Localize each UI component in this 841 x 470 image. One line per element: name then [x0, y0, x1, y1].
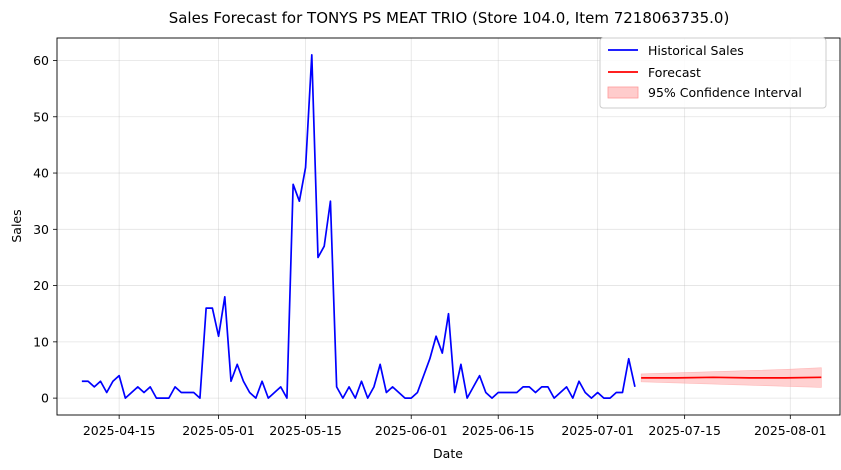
chart-title: Sales Forecast for TONYS PS MEAT TRIO (S… — [169, 9, 730, 27]
y-tick-label: 30 — [33, 222, 49, 237]
x-tick-label: 2025-06-01 — [375, 423, 448, 438]
series-lines-layer — [81, 54, 822, 399]
y-axis-label: Sales — [9, 209, 24, 242]
y-tick-label: 0 — [41, 391, 49, 406]
legend-historical-label: Historical Sales — [648, 43, 744, 58]
historical-sales-line — [81, 54, 636, 399]
legend-ci-swatch — [607, 86, 639, 99]
y-tick-label: 50 — [33, 109, 49, 124]
y-tick-label: 40 — [33, 166, 49, 181]
legend-forecast-label: Forecast — [648, 65, 701, 80]
y-axis-ticks: 0 10 20 30 40 50 60 — [33, 53, 57, 406]
x-tick-label: 2025-06-15 — [462, 423, 535, 438]
y-tick-label: 60 — [33, 53, 49, 68]
y-tick-label: 20 — [33, 278, 49, 293]
forecast-line — [641, 376, 822, 379]
legend: Historical Sales Forecast 95% Confidence… — [599, 37, 827, 109]
legend-ci-label: 95% Confidence Interval — [648, 85, 802, 100]
plot-frame — [56, 37, 841, 416]
x-tick-label: 2025-07-01 — [561, 423, 634, 438]
x-tick-label: 2025-08-01 — [754, 423, 827, 438]
x-axis-ticks: 2025-04-15 2025-05-01 2025-05-15 2025-06-01… — [83, 415, 827, 438]
x-tick-label: 2025-07-15 — [648, 423, 721, 438]
x-tick-label: 2025-04-15 — [83, 423, 156, 438]
x-axis-label: Date — [433, 446, 463, 461]
x-tick-label: 2025-05-15 — [269, 423, 342, 438]
legend-box — [599, 37, 827, 109]
y-tick-label: 10 — [33, 334, 49, 349]
x-tick-label: 2025-05-01 — [182, 423, 255, 438]
